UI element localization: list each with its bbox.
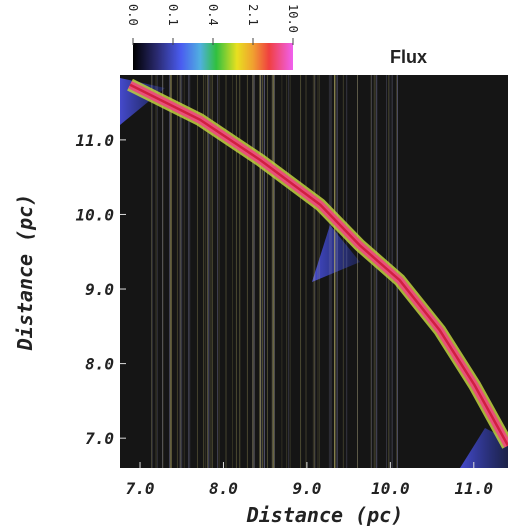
x-tick-label: 9.0 <box>292 479 321 498</box>
x-tick-label: 7.0 <box>126 479 155 498</box>
y-tick-label: 10.0 <box>75 205 114 224</box>
series-line <box>129 83 508 447</box>
plot-area <box>120 75 508 468</box>
x-axis-label: Distance (pc) <box>246 503 404 527</box>
colorbar-tick-label: 2.1 <box>246 4 260 26</box>
colorbar-tick-label: 10.0 <box>286 4 300 33</box>
x-tick-label: 11.0 <box>455 479 494 498</box>
x-tick-label: 10.0 <box>371 479 410 498</box>
colorbar-tick-label: 0.0 <box>126 4 140 26</box>
y-tick-label: 9.0 <box>85 280 114 299</box>
y-tick-label: 11.0 <box>75 131 114 150</box>
plot-content <box>120 75 508 468</box>
y-tick-label: 8.0 <box>85 355 114 374</box>
x-tick-label: 8.0 <box>209 479 238 498</box>
colorbar-label: Flux <box>390 47 427 67</box>
colorbar <box>133 43 293 70</box>
colorbar-tick-label: 0.4 <box>206 4 220 26</box>
y-axis-label: Distance (pc) <box>13 194 37 352</box>
blue-wedge <box>460 428 508 468</box>
colorbar-tick-label: 0.1 <box>166 4 180 26</box>
y-tick-label: 7.0 <box>85 429 114 448</box>
blue-wedge <box>312 225 360 282</box>
